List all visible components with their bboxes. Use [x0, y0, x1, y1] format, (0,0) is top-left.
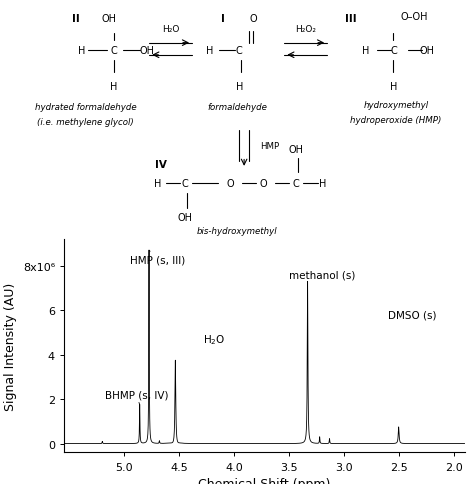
X-axis label: Chemical Shift (ppm): Chemical Shift (ppm)	[198, 477, 330, 484]
Text: H: H	[206, 46, 213, 56]
Text: O: O	[250, 15, 257, 24]
Text: I: I	[221, 15, 225, 24]
Text: OH: OH	[419, 46, 434, 56]
Text: hydroxymethyl: hydroxymethyl	[363, 101, 428, 110]
Text: formaldehyde: formaldehyde	[207, 103, 267, 112]
Text: O: O	[226, 179, 234, 189]
Text: (i.e. methylene glycol): (i.e. methylene glycol)	[37, 118, 134, 127]
Text: hydroperoxide (BHMP): hydroperoxide (BHMP)	[188, 241, 286, 250]
Text: methanol (s): methanol (s)	[289, 270, 355, 280]
Text: OH: OH	[177, 213, 192, 223]
Text: OH: OH	[289, 145, 304, 155]
Text: H: H	[236, 82, 243, 92]
Text: H$_2$O: H$_2$O	[203, 333, 226, 346]
Text: H: H	[390, 82, 397, 92]
Text: C: C	[293, 179, 300, 189]
Text: HMP (s, III): HMP (s, III)	[130, 251, 185, 265]
Y-axis label: Signal Intensity (AU): Signal Intensity (AU)	[4, 282, 17, 410]
Text: BHMP (s, IV): BHMP (s, IV)	[105, 390, 168, 405]
Text: H₂O₂: H₂O₂	[295, 25, 316, 33]
Text: III: III	[345, 15, 356, 24]
Text: O: O	[259, 179, 267, 189]
Text: C: C	[236, 46, 243, 56]
Text: H: H	[362, 46, 370, 56]
Text: DMSO (s): DMSO (s)	[388, 310, 436, 320]
Text: C: C	[110, 46, 117, 56]
Text: OH: OH	[139, 46, 155, 56]
Text: H: H	[110, 82, 118, 92]
Text: H₂O: H₂O	[162, 25, 179, 33]
Text: hydroperoxide (HMP): hydroperoxide (HMP)	[350, 115, 441, 124]
Text: HMP: HMP	[261, 142, 280, 151]
Text: hydrated formaldehyde: hydrated formaldehyde	[35, 103, 136, 112]
Text: II: II	[72, 15, 80, 24]
Text: H: H	[78, 46, 85, 56]
Text: O–OH: O–OH	[401, 12, 428, 22]
Text: bis-hydroxymethyl: bis-hydroxymethyl	[197, 227, 277, 236]
Text: OH: OH	[101, 15, 117, 24]
Text: H: H	[319, 179, 326, 189]
Text: C: C	[182, 179, 188, 189]
Text: IV: IV	[155, 160, 167, 169]
Text: C: C	[390, 46, 397, 56]
Text: H: H	[154, 179, 161, 189]
